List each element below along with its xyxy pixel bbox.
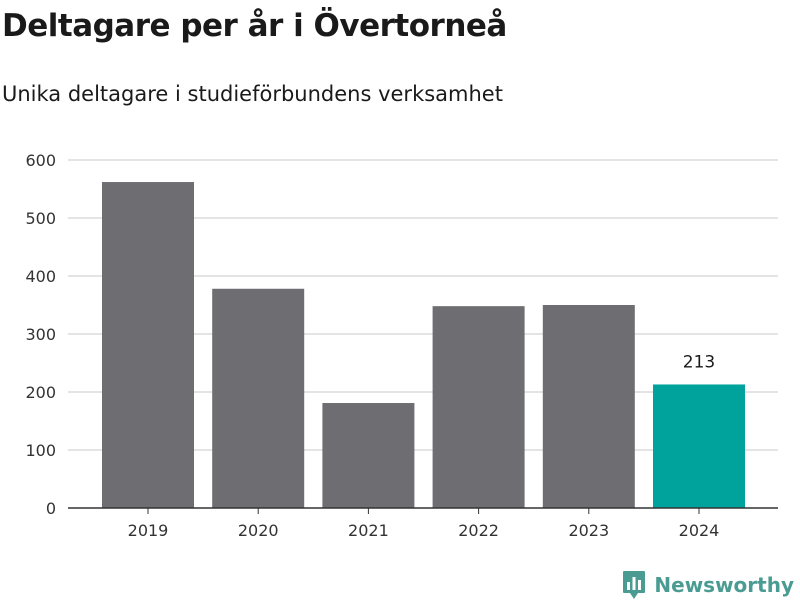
x-tick-label: 2021 <box>348 521 389 540</box>
bar-2019 <box>102 182 194 509</box>
y-tick-label: 600 <box>25 151 56 170</box>
bar-2020 <box>212 288 305 508</box>
x-tick-label: 2024 <box>679 521 720 540</box>
y-tick-label: 200 <box>25 383 56 402</box>
bars <box>102 182 745 509</box>
x-tick-label: 2022 <box>458 521 499 540</box>
x-axis-ticks: 2019 2020 2021 2022 2023 2024 <box>128 508 720 540</box>
x-tick-label: 2019 <box>128 521 169 540</box>
data-label-2024: 213 <box>683 352 715 372</box>
chart-subtitle: Unika deltagare i studieförbundens verks… <box>2 82 503 106</box>
bar-2024 <box>653 384 745 508</box>
brand-logo: Newsworthy <box>622 570 794 600</box>
bar-2021 <box>322 403 415 508</box>
y-tick-label: 100 <box>25 441 56 460</box>
x-tick-label: 2020 <box>238 521 279 540</box>
bar-2023 <box>542 305 635 508</box>
data-labels: 213 <box>683 352 715 372</box>
bar-2022 <box>432 306 525 508</box>
y-tick-label: 500 <box>25 209 56 228</box>
y-tick-label: 0 <box>46 499 56 518</box>
chart-title: Deltagare per år i Övertorneå <box>2 8 507 44</box>
y-tick-label: 400 <box>25 267 56 286</box>
y-tick-label: 300 <box>25 325 56 344</box>
y-axis-ticks: 0 100 200 300 400 500 600 <box>25 151 56 518</box>
brand-name: Newsworthy <box>654 573 794 597</box>
bar-chart-speech-bubble-icon <box>623 571 646 599</box>
x-tick-label: 2023 <box>568 521 609 540</box>
